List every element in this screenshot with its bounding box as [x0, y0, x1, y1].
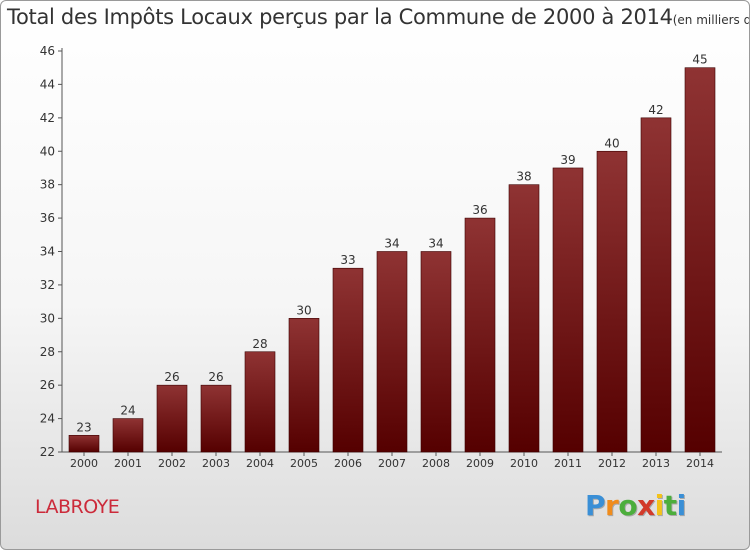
- data-label: 23: [76, 420, 91, 434]
- commune-name: LABROYE: [35, 496, 120, 518]
- x-tick-label: 2014: [686, 457, 714, 470]
- y-tick-label: 42: [40, 111, 55, 125]
- data-label: 45: [692, 53, 707, 67]
- y-tick-label: 32: [40, 278, 55, 292]
- bar: [508, 184, 540, 453]
- data-label: 38: [516, 170, 531, 184]
- bar: [596, 150, 628, 453]
- data-label: 24: [120, 404, 135, 418]
- bar: [288, 318, 320, 453]
- logo-letter: t: [663, 489, 677, 522]
- logo-letter: o: [618, 489, 638, 522]
- data-label: 39: [560, 153, 575, 167]
- x-tick-label: 2011: [554, 457, 582, 470]
- chart-title-text: Total des Impôts Locaux perçus par la Co…: [7, 5, 673, 29]
- y-tick-label: 24: [40, 412, 55, 426]
- y-tick-label: 22: [40, 445, 55, 459]
- x-tick-label: 2000: [70, 457, 98, 470]
- bar: [464, 217, 496, 453]
- data-label: 33: [340, 253, 355, 267]
- x-tick-label: 2007: [378, 457, 406, 470]
- x-tick-label: 2008: [422, 457, 450, 470]
- y-tick-label: 30: [40, 311, 55, 325]
- data-label: 34: [428, 237, 443, 251]
- logo-letter: x: [637, 489, 655, 522]
- proxiti-logo: Proxiti: [585, 489, 686, 522]
- chart-title: Total des Impôts Locaux perçus par la Co…: [7, 5, 749, 29]
- bar: [376, 251, 408, 453]
- chart-title-unit: (en milliers d'€): [672, 13, 749, 27]
- logo-letter: i: [676, 489, 687, 522]
- bar: [244, 351, 276, 453]
- y-tick-label: 28: [40, 345, 55, 359]
- logo-letter: i: [654, 489, 665, 522]
- bar: [640, 117, 672, 453]
- x-tick-label: 2005: [290, 457, 318, 470]
- data-label: 28: [252, 337, 267, 351]
- x-tick-label: 2006: [334, 457, 362, 470]
- bar: [684, 67, 716, 453]
- x-tick-label: 2013: [642, 457, 670, 470]
- y-tick-label: 26: [40, 378, 55, 392]
- x-tick-label: 2012: [598, 457, 626, 470]
- x-tick-label: 2004: [246, 457, 274, 470]
- logo-letter: P: [585, 489, 606, 522]
- bar: [332, 267, 364, 453]
- x-tick-label: 2002: [158, 457, 186, 470]
- bar: [552, 167, 584, 453]
- x-tick-label: 2001: [114, 457, 142, 470]
- x-tick-label: 2003: [202, 457, 230, 470]
- bar: [68, 434, 100, 453]
- logo-letter: r: [605, 489, 619, 522]
- bar: [156, 384, 188, 453]
- y-tick-label: 46: [40, 44, 55, 58]
- data-label: 30: [296, 303, 311, 317]
- data-label: 36: [472, 203, 487, 217]
- data-label: 42: [648, 103, 663, 117]
- y-tick-label: 36: [40, 211, 55, 225]
- data-label: 40: [604, 136, 619, 150]
- y-tick-label: 34: [40, 245, 55, 259]
- x-tick-label: 2009: [466, 457, 494, 470]
- bar: [112, 418, 144, 453]
- y-tick-label: 44: [40, 77, 55, 91]
- bar: [200, 384, 232, 453]
- data-label: 34: [384, 237, 399, 251]
- data-label: 26: [164, 370, 179, 384]
- x-tick-label: 2010: [510, 457, 538, 470]
- data-label: 26: [208, 370, 223, 384]
- bar: [420, 251, 452, 453]
- y-tick-label: 40: [40, 144, 55, 158]
- y-tick-label: 38: [40, 178, 55, 192]
